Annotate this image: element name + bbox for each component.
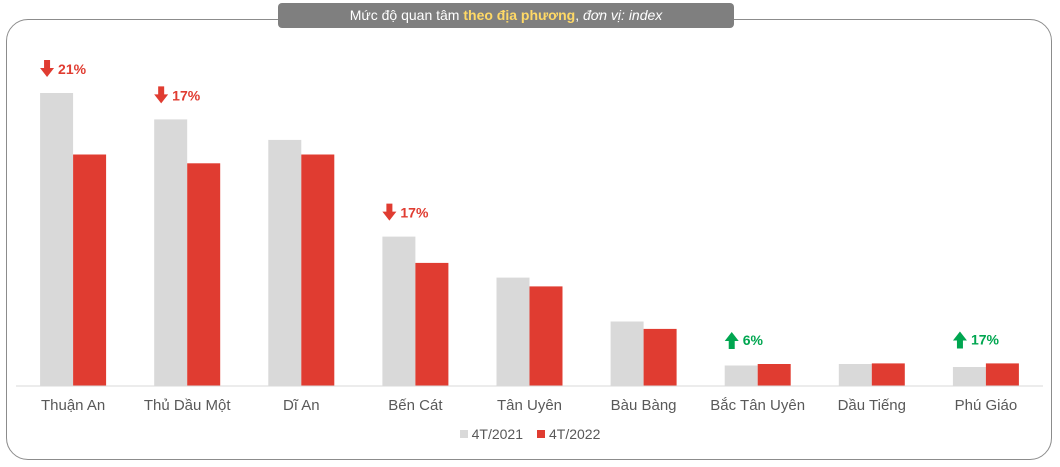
bar-bau-bang-4t-2022	[643, 328, 677, 386]
legend-label: 4T/2022	[549, 426, 601, 442]
title-prefix: Mức độ quan tâm	[349, 7, 464, 23]
x-tick-label: Dầu Tiếng	[838, 397, 906, 414]
legend: 4T/2021 4T/2022	[0, 425, 1060, 442]
change-annotation: 17%	[154, 86, 201, 104]
bar-bau-bang-4t-2021	[610, 321, 644, 386]
legend-swatch	[537, 430, 545, 438]
x-tick-label: Bắc Tân Uyên	[710, 397, 805, 414]
x-tick-label: Bàu Bàng	[611, 397, 677, 414]
change-label: 17%	[172, 87, 201, 103]
legend-label: 4T/2021	[471, 426, 523, 442]
change-label: 17%	[971, 331, 1000, 347]
bar-thuan-an-4t-2021	[40, 93, 74, 386]
bar-thu-dau-mot-4t-2022	[187, 163, 221, 386]
legend-item: 4T/2022	[537, 426, 600, 442]
bar-dau-tieng-4t-2021	[838, 364, 872, 386]
chart-title: Mức độ quan tâm theo địa phương, đơn vị:…	[278, 3, 734, 28]
title-suffix: đơn vị: index	[583, 7, 663, 23]
x-tick-label: Bến Cát	[388, 397, 443, 414]
bar-bac-tan-uyen-4t-2021	[724, 365, 758, 386]
bar-thuan-an-4t-2022	[73, 154, 107, 386]
legend-item: 4T/2021	[459, 426, 523, 442]
title-highlight: theo địa phương	[463, 7, 576, 23]
bar-phu-giao-4t-2022	[985, 363, 1019, 386]
arrow-down-icon	[154, 86, 169, 104]
title-separator: ,	[575, 7, 583, 23]
bar-di-an-4t-2022	[301, 154, 335, 386]
bar-dau-tieng-4t-2022	[871, 363, 905, 386]
change-label: 17%	[400, 205, 429, 221]
x-tick-label: Tân Uyên	[497, 397, 562, 414]
x-tick-label: Phú Giáo	[955, 397, 1018, 414]
arrow-up-icon	[724, 332, 739, 350]
bar-tan-uyen-4t-2022	[529, 286, 563, 386]
change-annotation: 17%	[382, 203, 429, 221]
change-annotation: 21%	[40, 60, 87, 77]
x-tick-label: Thuận An	[41, 397, 105, 414]
bar-di-an-4t-2021	[268, 139, 302, 386]
bar-ben-cat-4t-2021	[382, 236, 416, 386]
bar-bac-tan-uyen-4t-2022	[757, 364, 791, 386]
arrow-up-icon	[952, 331, 967, 349]
bar-tan-uyen-4t-2021	[496, 277, 530, 386]
change-label: 21%	[58, 61, 87, 77]
x-tick-label: Thủ Dầu Một	[144, 397, 232, 414]
change-annotation: 17%	[952, 331, 1000, 349]
change-label: 6%	[743, 332, 764, 348]
x-tick-label: Dĩ An	[283, 397, 320, 414]
bar-ben-cat-4t-2022	[415, 262, 449, 386]
change-annotation: 6%	[724, 332, 764, 350]
arrow-down-icon	[382, 203, 397, 221]
bar-thu-dau-mot-4t-2021	[154, 119, 188, 387]
legend-swatch	[459, 430, 468, 438]
arrow-down-icon	[40, 60, 55, 77]
bar-phu-giao-4t-2021	[952, 367, 986, 386]
